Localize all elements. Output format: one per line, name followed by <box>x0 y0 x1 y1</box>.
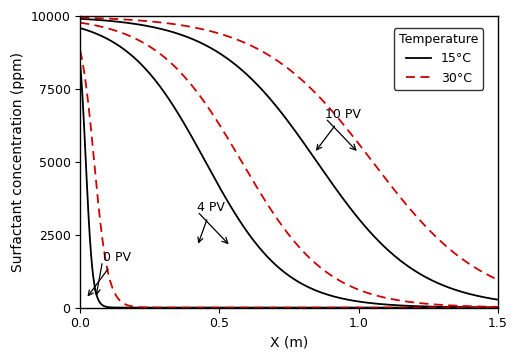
Text: 10 PV: 10 PV <box>317 108 361 150</box>
Text: 4 PV: 4 PV <box>197 201 225 243</box>
Legend: 15°C, 30°C: 15°C, 30°C <box>394 28 483 90</box>
X-axis label: X (m): X (m) <box>270 336 308 350</box>
Text: 0 PV: 0 PV <box>88 251 131 296</box>
Y-axis label: Surfactant concentration (ppm): Surfactant concentration (ppm) <box>11 52 25 272</box>
